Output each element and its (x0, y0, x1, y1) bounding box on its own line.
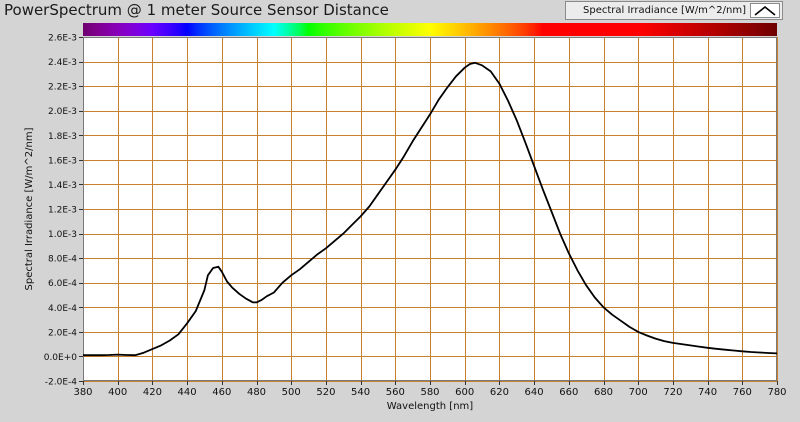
y-tick-label: 0.0E+0 (44, 353, 78, 363)
x-tick-label: 720 (663, 387, 682, 398)
y-tick-label: 6.0E-4 (48, 279, 77, 289)
x-tick-label: 460 (212, 387, 231, 398)
x-axis-label: Wavelength [nm] (387, 401, 473, 412)
y-tick-label: -2.0E-4 (45, 378, 77, 388)
line-sample-icon[interactable] (750, 3, 780, 18)
y-tick-label: 2.2E-3 (48, 83, 77, 93)
x-tick-label: 620 (490, 387, 509, 398)
y-tick-label: 2.0E-4 (48, 328, 77, 338)
legend-label: Spectral Irradiance [W/m^2/nm] (583, 5, 746, 16)
x-tick-label: 380 (73, 387, 92, 398)
y-tick-label: 2.0E-3 (48, 107, 77, 117)
x-tick-label: 420 (143, 387, 162, 398)
grid-lines (83, 37, 778, 382)
x-tick-label: 780 (767, 387, 786, 398)
legend[interactable]: Spectral Irradiance [W/m^2/nm] (565, 1, 783, 20)
y-tick-label: 2.4E-3 (48, 58, 77, 68)
x-tick-label: 480 (247, 387, 266, 398)
chart-title: PowerSpectrum @ 1 meter Source Sensor Di… (4, 1, 389, 19)
series-line (83, 61, 778, 357)
x-tick-label: 500 (282, 387, 301, 398)
y-tick-label: 4.0E-4 (48, 304, 77, 314)
x-tick-label: 440 (178, 387, 197, 398)
spectrum-color-bar (83, 23, 777, 36)
x-tick-label: 580 (420, 387, 439, 398)
x-tick-label: 560 (386, 387, 405, 398)
x-tick-label: 640 (525, 387, 544, 398)
x-tick-label: 740 (698, 387, 717, 398)
y-tick-label: 1.6E-3 (48, 156, 77, 166)
x-tick-label: 680 (594, 387, 613, 398)
y-axis-label: Spectral Irradiance [W/m^2/nm] (24, 127, 35, 290)
y-tick-label: 2.6E-3 (48, 34, 77, 44)
x-tick-label: 660 (559, 387, 578, 398)
y-tick-label: 1.4E-3 (48, 181, 77, 191)
x-tick-label: 760 (733, 387, 752, 398)
x-tick-label: 700 (629, 387, 648, 398)
x-tick-label: 600 (455, 387, 474, 398)
y-tick-label: 1.0E-3 (48, 230, 77, 240)
y-tick-label: 8.0E-4 (48, 255, 77, 265)
y-tick-label: 1.2E-3 (48, 206, 77, 216)
y-tick-label: 1.8E-3 (48, 132, 77, 142)
x-tick-label: 540 (351, 387, 370, 398)
x-tick-label: 400 (108, 387, 127, 398)
plot-frame (83, 37, 777, 381)
x-tick-label: 520 (316, 387, 335, 398)
